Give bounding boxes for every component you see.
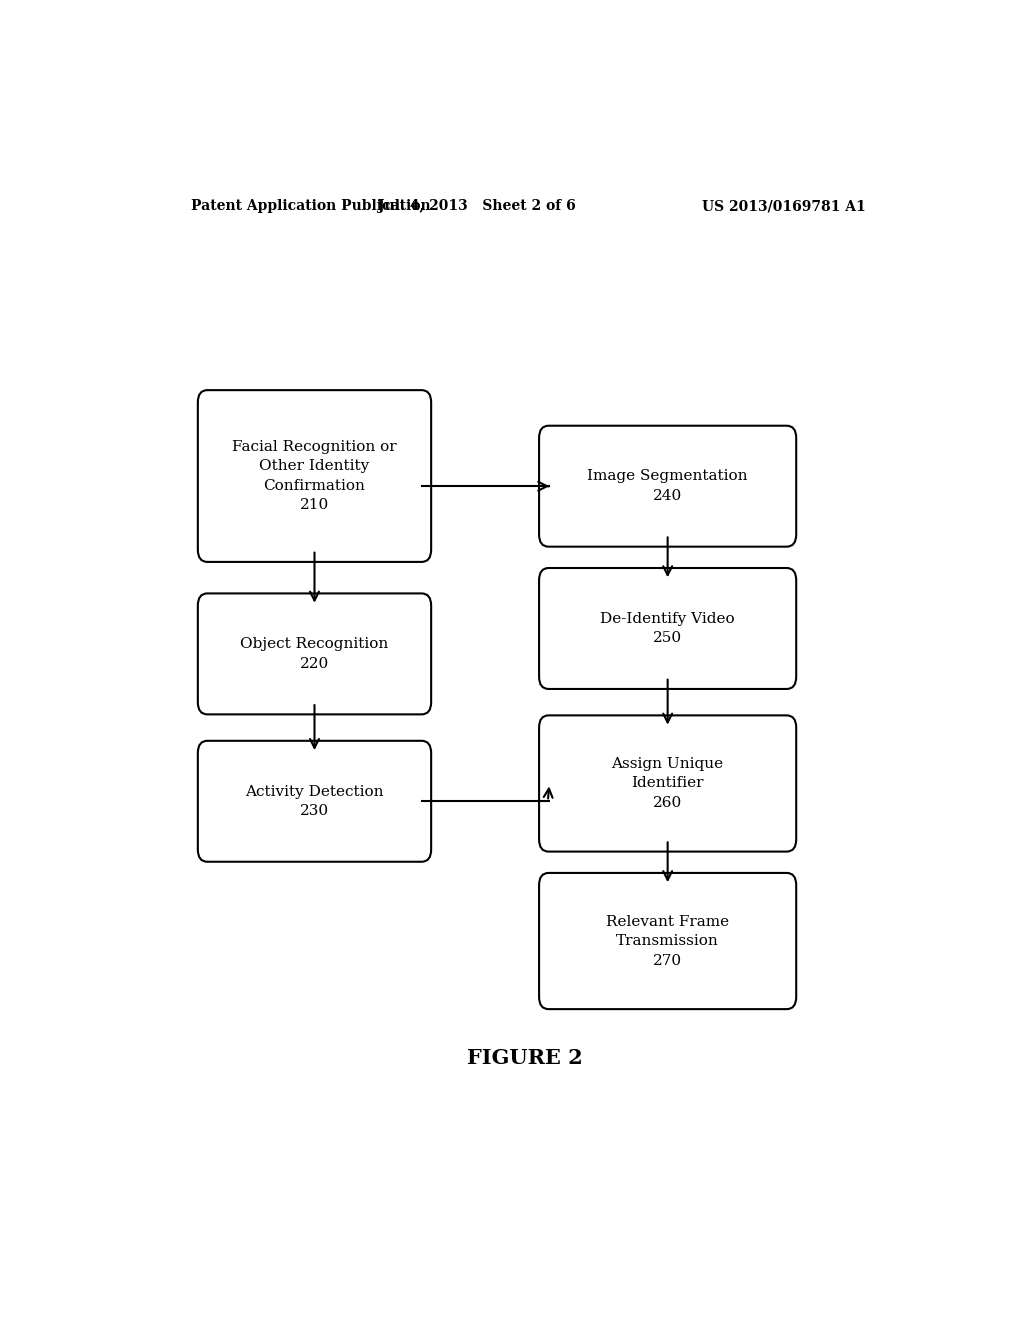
FancyBboxPatch shape — [539, 873, 797, 1008]
Text: Jul. 4, 2013   Sheet 2 of 6: Jul. 4, 2013 Sheet 2 of 6 — [378, 199, 577, 213]
FancyBboxPatch shape — [198, 741, 431, 862]
Text: FIGURE 2: FIGURE 2 — [467, 1048, 583, 1068]
Text: Assign Unique
Identifier
260: Assign Unique Identifier 260 — [611, 756, 724, 810]
Text: Facial Recognition or
Other Identity
Confirmation
210: Facial Recognition or Other Identity Con… — [232, 440, 397, 512]
FancyBboxPatch shape — [198, 594, 431, 714]
Text: US 2013/0169781 A1: US 2013/0169781 A1 — [702, 199, 866, 213]
Text: Image Segmentation
240: Image Segmentation 240 — [588, 470, 748, 503]
FancyBboxPatch shape — [539, 715, 797, 851]
Text: Object Recognition
220: Object Recognition 220 — [241, 638, 389, 671]
FancyBboxPatch shape — [539, 426, 797, 546]
FancyBboxPatch shape — [198, 391, 431, 562]
FancyBboxPatch shape — [539, 568, 797, 689]
Text: Relevant Frame
Transmission
270: Relevant Frame Transmission 270 — [606, 915, 729, 968]
Text: Patent Application Publication: Patent Application Publication — [191, 199, 431, 213]
Text: De-Identify Video
250: De-Identify Video 250 — [600, 611, 735, 645]
Text: Activity Detection
230: Activity Detection 230 — [245, 784, 384, 818]
